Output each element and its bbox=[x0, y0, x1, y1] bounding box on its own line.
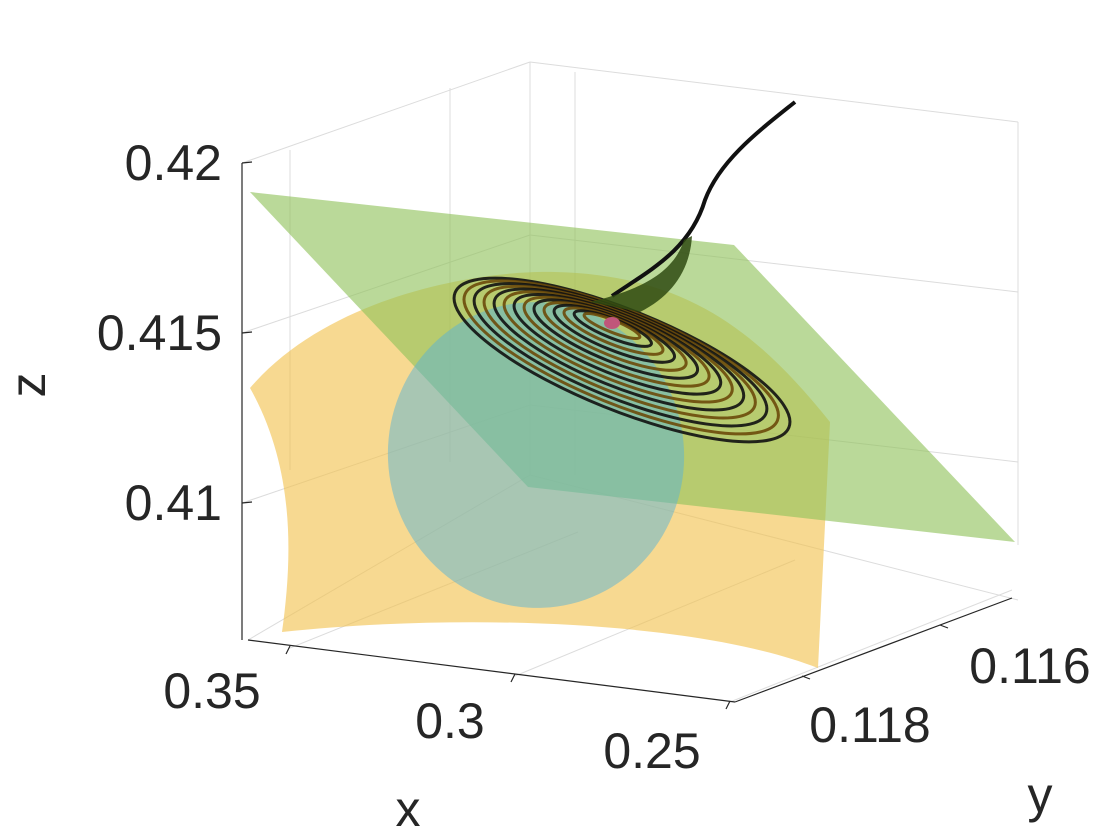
z-tick-label: 0.42 bbox=[125, 135, 222, 191]
x-tick-labels: 0.35 0.3 0.25 bbox=[163, 663, 700, 779]
y-tick-labels: 0.116 0.118 bbox=[809, 638, 1090, 753]
x-tick-label: 0.3 bbox=[415, 693, 485, 749]
y-tick-label: 0.118 bbox=[809, 697, 930, 753]
axes bbox=[241, 161, 1013, 710]
spiral-trajectory bbox=[452, 276, 792, 444]
trajectory-funnel bbox=[590, 236, 692, 312]
z-tick-label: 0.415 bbox=[97, 305, 222, 361]
x-tick-label: 0.35 bbox=[163, 663, 260, 719]
z-axis-label: z bbox=[0, 373, 56, 398]
x-tick-label: 0.25 bbox=[603, 723, 700, 779]
y-tick-label: 0.116 bbox=[969, 638, 1090, 694]
z-tick-label: 0.41 bbox=[125, 475, 222, 531]
trajectory-tail bbox=[610, 100, 797, 298]
x-axis-label: x bbox=[396, 781, 421, 837]
y-axis-label: y bbox=[1028, 767, 1053, 823]
z-tick-labels: 0.42 0.415 0.41 bbox=[97, 135, 222, 531]
equilibrium-point bbox=[604, 317, 620, 329]
